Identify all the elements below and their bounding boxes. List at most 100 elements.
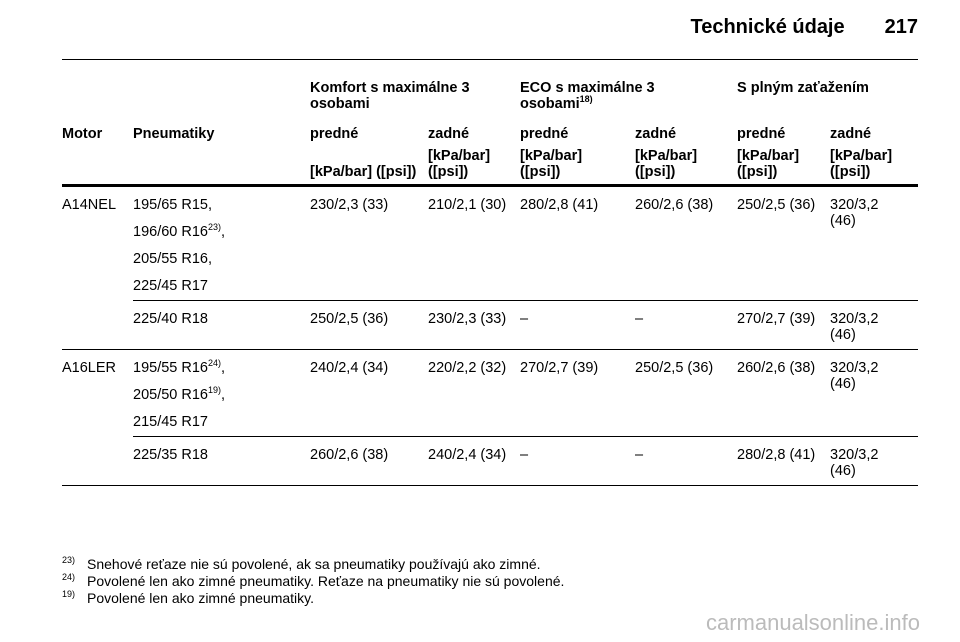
pressure-cell: 280/2,8 (41) bbox=[737, 436, 831, 486]
tire-size: 225/40 R18 bbox=[133, 311, 300, 327]
header-title: Technické údaje bbox=[690, 16, 845, 38]
group-header: ECO s maximálne 3 osobami18) bbox=[520, 80, 737, 112]
pressure-cell: 240/2,4 (34) bbox=[428, 436, 521, 486]
group-text: S plným zaťažením bbox=[737, 80, 869, 96]
pressure-cell: 270/2,7 (39) bbox=[737, 300, 831, 350]
tire-cell: 195/65 R15, 196/60 R1623), 205/55 R16, 225/… bbox=[133, 185, 310, 301]
column-header: zadné bbox=[428, 126, 470, 142]
pressure-cell: 260/2,6 (38) bbox=[635, 185, 738, 301]
pressure-cell: – bbox=[635, 300, 738, 350]
tire-size: 225/45 R17 bbox=[133, 278, 300, 294]
unit-header: [kPa/bar] ([psi]) bbox=[737, 148, 831, 187]
tire-size: 195/65 R15, bbox=[133, 197, 300, 213]
pressure-cell: 220/2,2 (32) bbox=[428, 349, 521, 437]
data-row: A14NEL 195/65 R15, 196/60 R1623), 205/55 R1… bbox=[62, 185, 919, 301]
data-row: 225/40 R18 250/2,5 (36) 230/2,3 (33) – –270/… bbox=[62, 300, 919, 350]
footnote: 24) Povolené len ako zimné pneumatiky. Re… bbox=[62, 573, 564, 590]
footnote-text: Povolené len ako zimné pneumatiky. bbox=[87, 590, 314, 606]
pressure-cell: 320/3,2 (46) bbox=[830, 185, 919, 301]
column-header: predné bbox=[737, 126, 786, 142]
pressure-cell: 260/2,6 (38) bbox=[310, 436, 428, 486]
unit-header: [kPa/bar] ([psi]) bbox=[830, 148, 919, 187]
motor-cell bbox=[62, 436, 133, 486]
footnote-ref: 19) bbox=[207, 385, 221, 395]
data-row: A16LER 195/55 R1624), 205/50 R1619), 215/45… bbox=[62, 349, 919, 437]
page-header: Technické údaje 217 bbox=[690, 16, 918, 39]
page-number: 217 bbox=[884, 16, 918, 38]
tire-text: 225/45 R17 bbox=[133, 278, 208, 294]
pressure-cell: 280/2,8 (41) bbox=[520, 185, 636, 301]
group-row: Komfort s maximálne 3 osobami ECO s maxim… bbox=[62, 80, 918, 112]
footnote: 19) Povolené len ako zimné pneumatiky. bbox=[62, 590, 564, 607]
footnotes: 23) Snehové reťaze nie sú povolené, ak sa… bbox=[62, 556, 564, 607]
tire-cell: 225/40 R18 bbox=[133, 300, 310, 350]
tire-text: 195/65 R15, bbox=[133, 197, 213, 213]
pressure-cell: – bbox=[520, 436, 636, 486]
footnote-text: Povolené len ako zimné pneumatiky. Reťaz… bbox=[87, 573, 565, 589]
motor-cell: A14NEL bbox=[62, 197, 117, 213]
tire-size: 205/55 R16, bbox=[133, 251, 300, 267]
tire-text: 225/35 R18 bbox=[133, 447, 208, 463]
pressure-cell: 270/2,7 (39) bbox=[520, 349, 636, 437]
footnote-ref: 18) bbox=[579, 94, 593, 104]
pressure-cell: 250/2,5 (36) bbox=[310, 300, 428, 350]
pressure-cell: 260/2,6 (38) bbox=[737, 349, 831, 437]
tire-pressure-table: Komfort s maximálne 3 osobami ECO s maxim… bbox=[62, 80, 919, 486]
pressure-cell: 240/2,4 (34) bbox=[310, 349, 428, 437]
pressure-cell: 320/3,2 (46) bbox=[830, 349, 919, 437]
column-header: zadné bbox=[635, 126, 677, 142]
column-header: zadné bbox=[830, 126, 872, 142]
tire-size: 195/55 R1624), bbox=[133, 358, 300, 377]
footnote: 23) Snehové reťaze nie sú povolené, ak sa… bbox=[62, 556, 564, 573]
pressure-cell: 320/3,2 (46) bbox=[830, 436, 919, 486]
tire-text: 195/55 R16 bbox=[133, 360, 208, 376]
footnote-mark: 19) bbox=[62, 589, 76, 599]
tire-size: 215/45 R17 bbox=[133, 414, 300, 430]
tire-text: , bbox=[221, 360, 226, 376]
column-header: Pneumatiky bbox=[133, 126, 215, 142]
tire-text: 205/55 R16, bbox=[133, 251, 213, 267]
column-header: predné bbox=[520, 126, 569, 142]
footnote-text: Snehové reťaze nie sú povolené, ak sa pn… bbox=[87, 556, 541, 572]
unit-header: [kPa/bar] ([psi]) bbox=[428, 148, 521, 187]
column-row: Motor Pneumatiky predné zadné predné zadné pre… bbox=[62, 112, 918, 148]
pressure-cell: 250/2,5 (36) bbox=[635, 349, 738, 437]
footnote-ref: 24) bbox=[207, 358, 221, 368]
tire-text: 215/45 R17 bbox=[133, 414, 208, 430]
unit-header: [kPa/bar] ([psi]) bbox=[635, 148, 738, 187]
tire-cell: 195/55 R1624), 205/50 R1619), 215/45 R17 bbox=[133, 349, 310, 437]
watermark: carmanualsonline.info bbox=[705, 610, 920, 635]
tire-text: , bbox=[221, 387, 226, 403]
group-header: S plným zaťažením bbox=[737, 80, 918, 112]
empty-cell bbox=[62, 80, 310, 112]
group-text: ECO s maximálne 3 osobami bbox=[520, 80, 655, 112]
group-text: Komfort s maximálne 3 osobami bbox=[310, 80, 470, 112]
pressure-cell: 230/2,3 (33) bbox=[428, 300, 521, 350]
unit-header: [kPa/bar] ([psi]) bbox=[520, 148, 636, 187]
pressure-cell: 210/2,1 (30) bbox=[428, 185, 521, 301]
tire-cell: 225/35 R18 bbox=[133, 436, 310, 486]
empty-cell bbox=[133, 148, 310, 187]
header-rule bbox=[62, 59, 918, 60]
pressure-cell: – bbox=[520, 300, 636, 350]
column-header: Motor bbox=[62, 126, 103, 142]
column-header: predné bbox=[310, 126, 359, 142]
tire-size: 196/60 R1623), bbox=[133, 223, 300, 241]
motor-cell bbox=[62, 300, 133, 350]
footnote-mark: 24) bbox=[62, 572, 76, 582]
unit-header: [kPa/bar] ([psi]) bbox=[310, 148, 428, 187]
footnote-mark: 23) bbox=[62, 555, 76, 565]
tire-text: 205/50 R16 bbox=[133, 387, 208, 403]
group-header: Komfort s maximálne 3 osobami bbox=[310, 80, 520, 112]
pressure-cell: – bbox=[635, 436, 738, 486]
pressure-cell: 250/2,5 (36) bbox=[737, 185, 831, 301]
empty-cell bbox=[62, 148, 133, 187]
tire-text: 196/60 R16 bbox=[133, 224, 208, 240]
tire-text: 225/40 R18 bbox=[133, 311, 208, 327]
motor-cell: A16LER bbox=[62, 360, 117, 376]
pressure-cell: 230/2,3 (33) bbox=[310, 185, 428, 301]
tire-size: 225/35 R18 bbox=[133, 447, 300, 463]
tire-size: 205/50 R1619), bbox=[133, 385, 300, 404]
pressure-cell: 320/3,2 (46) bbox=[830, 300, 919, 350]
